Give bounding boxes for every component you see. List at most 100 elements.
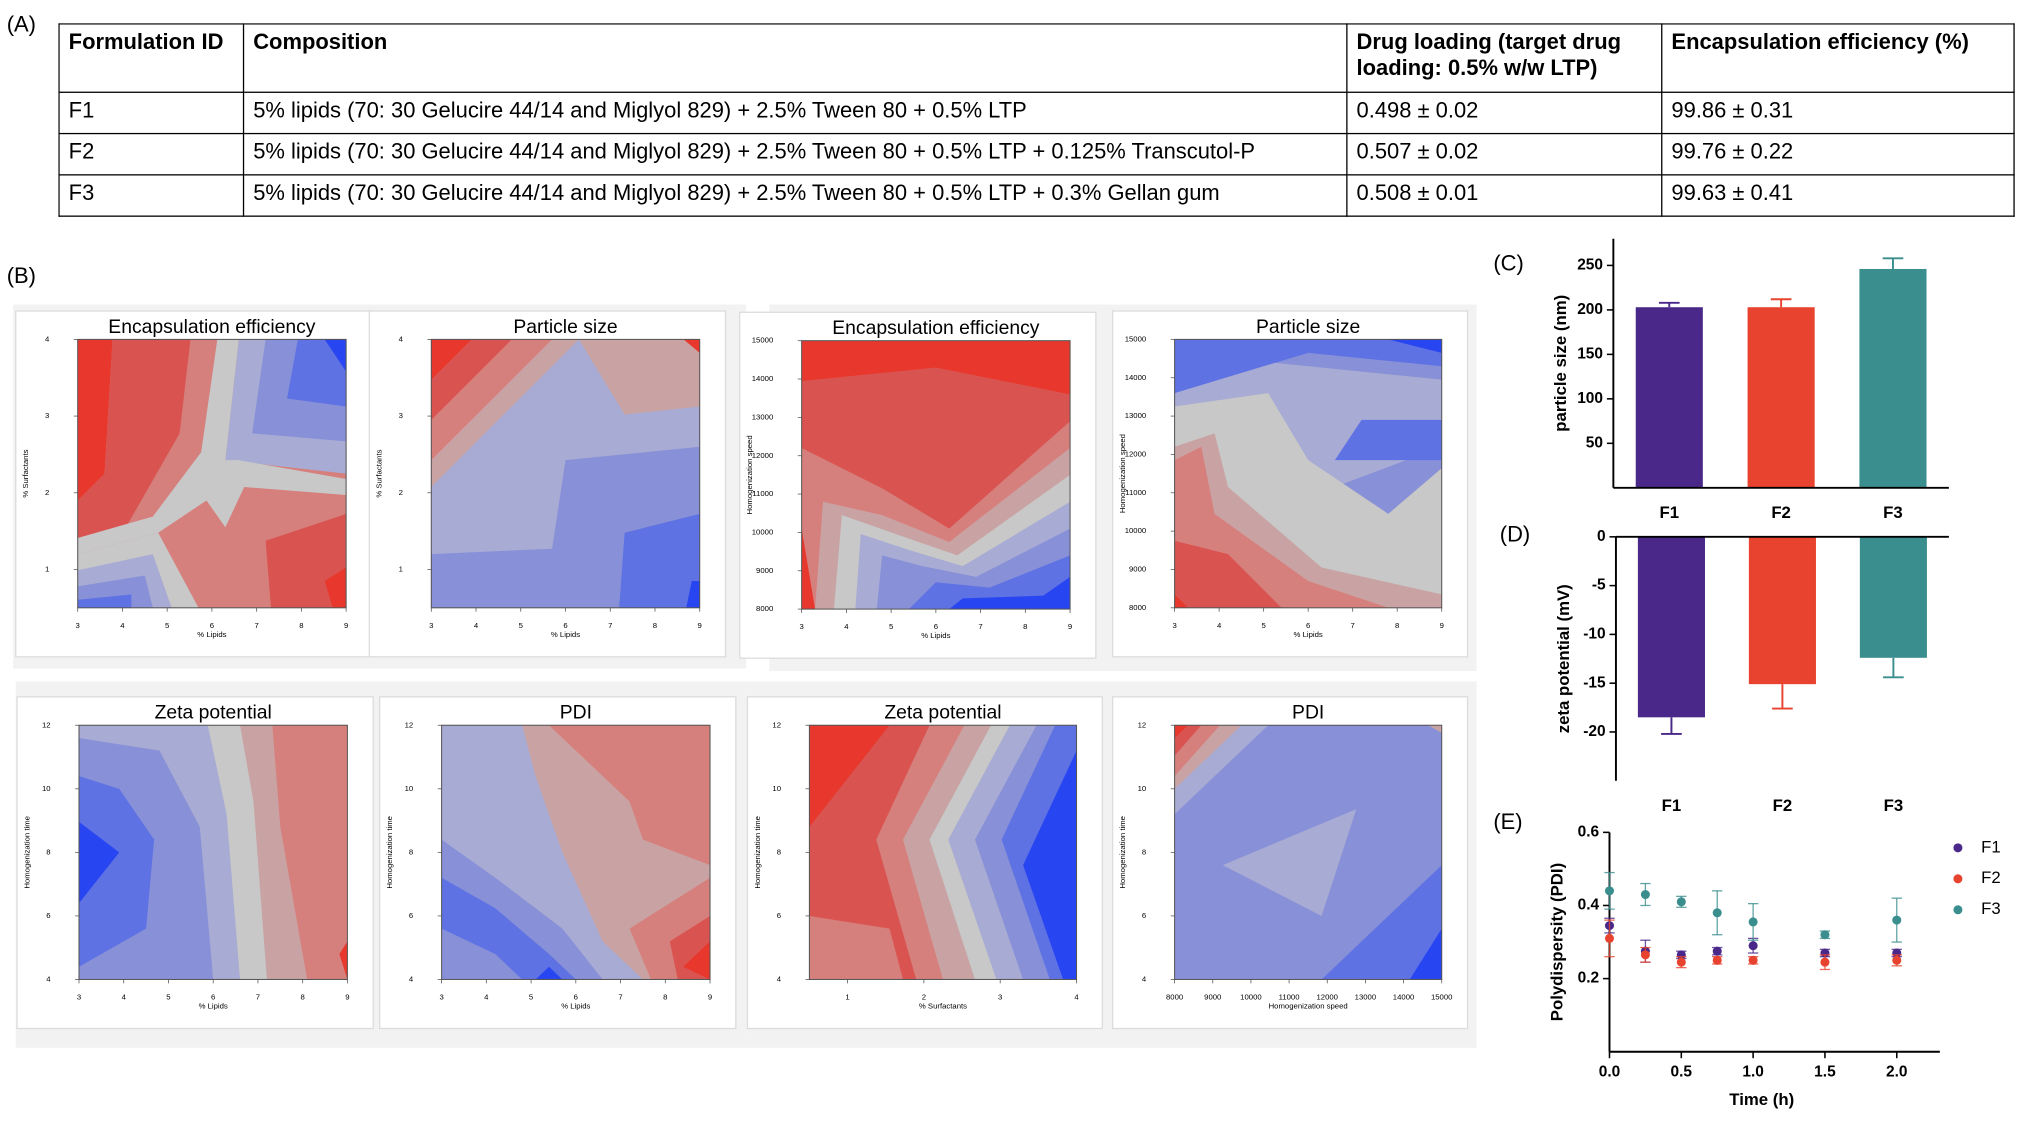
y-tick-label: 4 xyxy=(45,334,50,343)
contour-band xyxy=(1388,339,1442,353)
table-container: Formulation ID Composition Drug loading (t… xyxy=(58,23,2015,217)
y-tick-label: 10000 xyxy=(1125,526,1147,535)
x-tick-label: 7 xyxy=(978,622,982,631)
y-tick-label: 250 xyxy=(1577,257,1603,274)
x-axis-label: % Lipids xyxy=(921,631,950,640)
bar xyxy=(1748,536,1816,685)
x-tick-label: 7 xyxy=(254,621,258,630)
contour-band xyxy=(78,776,155,967)
y-tick-label: 3 xyxy=(399,411,403,420)
x-tick-label: 6 xyxy=(574,993,578,1002)
data-point xyxy=(1892,915,1902,925)
table-cell: 99.86 ± 0.31 xyxy=(1661,91,2015,135)
contour-band xyxy=(1321,865,1442,980)
contour-band xyxy=(1174,339,1442,394)
y-tick-label: -15 xyxy=(1583,674,1606,691)
y-tick-label: 6 xyxy=(409,911,413,920)
y-tick-label: 2 xyxy=(45,488,49,497)
y-axis-label: particle size (nm) xyxy=(1551,295,1570,432)
x-tick-label: 2 xyxy=(922,993,926,1002)
y-tick-label: -5 xyxy=(1592,577,1606,594)
plot-title: Zeta potential xyxy=(155,702,272,724)
table-cell: 5% lipids (70: 30 Gelucire 44/14 and Mig… xyxy=(242,174,1348,217)
contour-band xyxy=(1174,725,1202,756)
table-cell: F3 xyxy=(58,174,245,217)
panel-label: (D) xyxy=(1500,521,1530,546)
x-tick-label: 3 xyxy=(799,622,803,631)
y-tick-label: 9000 xyxy=(756,566,773,575)
x-tick-label: 5 xyxy=(166,993,170,1002)
plot-title: PDI xyxy=(560,702,592,724)
bar xyxy=(1747,307,1815,488)
x-tick-label: 2.0 xyxy=(1886,1063,1908,1080)
x-tick-label: 4 xyxy=(122,993,127,1002)
contour-band xyxy=(683,339,700,353)
x-tick-label: F1 xyxy=(1659,503,1679,522)
x-tick-label: F3 xyxy=(1883,503,1903,522)
y-tick-label: 10 xyxy=(772,784,781,793)
data-point xyxy=(1676,897,1686,907)
table-row: F2 5% lipids (70: 30 Gelucire 44/14 and M… xyxy=(58,132,2015,176)
x-tick-label: 5 xyxy=(165,621,169,630)
y-tick-label: 15000 xyxy=(1125,334,1147,343)
y-tick-label: 10 xyxy=(405,784,414,793)
x-axis-label: % Lipids xyxy=(199,1002,228,1011)
x-tick-label: 9 xyxy=(698,621,702,630)
data-point xyxy=(1604,886,1615,896)
contour-band xyxy=(801,340,1071,395)
data-point xyxy=(1604,933,1615,943)
legend-marker xyxy=(1953,905,1963,915)
contour-band xyxy=(686,580,700,608)
y-tick-label: 4 xyxy=(409,975,414,984)
y-tick-label: 6 xyxy=(777,911,781,920)
y-tick-label: 12 xyxy=(42,720,51,729)
y-axis-label: Homogenization time xyxy=(385,816,394,889)
legend-label: F2 xyxy=(1981,868,2001,887)
table: Formulation ID Composition Drug loading (t… xyxy=(58,23,2015,217)
x-tick-label: 8 xyxy=(1023,622,1027,631)
data-point xyxy=(1748,955,1758,965)
x-tick-label: 7 xyxy=(1351,621,1355,630)
y-tick-label: 10 xyxy=(42,784,51,793)
y-tick-label: 12000 xyxy=(752,451,774,460)
x-tick-label: 5 xyxy=(519,621,523,630)
x-tick-label: 0.5 xyxy=(1671,1063,1693,1080)
contour-band xyxy=(1222,809,1357,916)
data-point xyxy=(1892,955,1902,965)
contour-band xyxy=(287,339,347,407)
table-header-cell: Encapsulation efficiency (%) xyxy=(1661,23,2015,93)
x-tick-label: 6 xyxy=(1306,621,1310,630)
y-tick-label: 13000 xyxy=(752,412,774,421)
x-tick-label: F3 xyxy=(1884,796,1904,815)
y-tick-label: 12 xyxy=(405,720,414,729)
x-tick-label: 4 xyxy=(1074,993,1079,1002)
data-point xyxy=(1640,950,1650,960)
y-tick-label: 0.6 xyxy=(1578,823,1600,840)
y-tick-label: 8 xyxy=(777,847,781,856)
plot-title: Particle size xyxy=(513,316,617,338)
x-tick-label: 1.0 xyxy=(1742,1063,1764,1080)
y-tick-label: 14000 xyxy=(752,374,774,383)
x-tick-label: 1.5 xyxy=(1814,1063,1836,1080)
x-axis-label: % Surfactants xyxy=(919,1002,967,1011)
y-axis-label: Homogenization time xyxy=(1118,816,1127,889)
y-tick-label: 8 xyxy=(409,847,413,856)
y-tick-label: 0 xyxy=(1597,528,1606,545)
x-tick-label: 7 xyxy=(256,993,260,1002)
contour-band xyxy=(1174,725,1189,739)
contour-band xyxy=(1174,540,1282,608)
table-row: F1 5% lipids (70: 30 Gelucire 44/14 and M… xyxy=(58,91,2015,135)
data-point xyxy=(1820,957,1830,967)
x-axis-label: % Lipids xyxy=(1294,630,1323,639)
contour-band xyxy=(909,555,1071,610)
contour-band xyxy=(535,966,563,980)
x-axis-label: Time (h) xyxy=(1729,1090,1794,1109)
y-tick-label: 8 xyxy=(46,847,50,856)
x-tick-label: 4 xyxy=(844,622,849,631)
x-tick-label: 8 xyxy=(663,993,667,1002)
x-tick-label: 4 xyxy=(1217,621,1222,630)
x-tick-label: 11000 xyxy=(1279,993,1300,1002)
x-tick-label: 4 xyxy=(474,621,479,630)
y-tick-label: 200 xyxy=(1577,301,1603,318)
